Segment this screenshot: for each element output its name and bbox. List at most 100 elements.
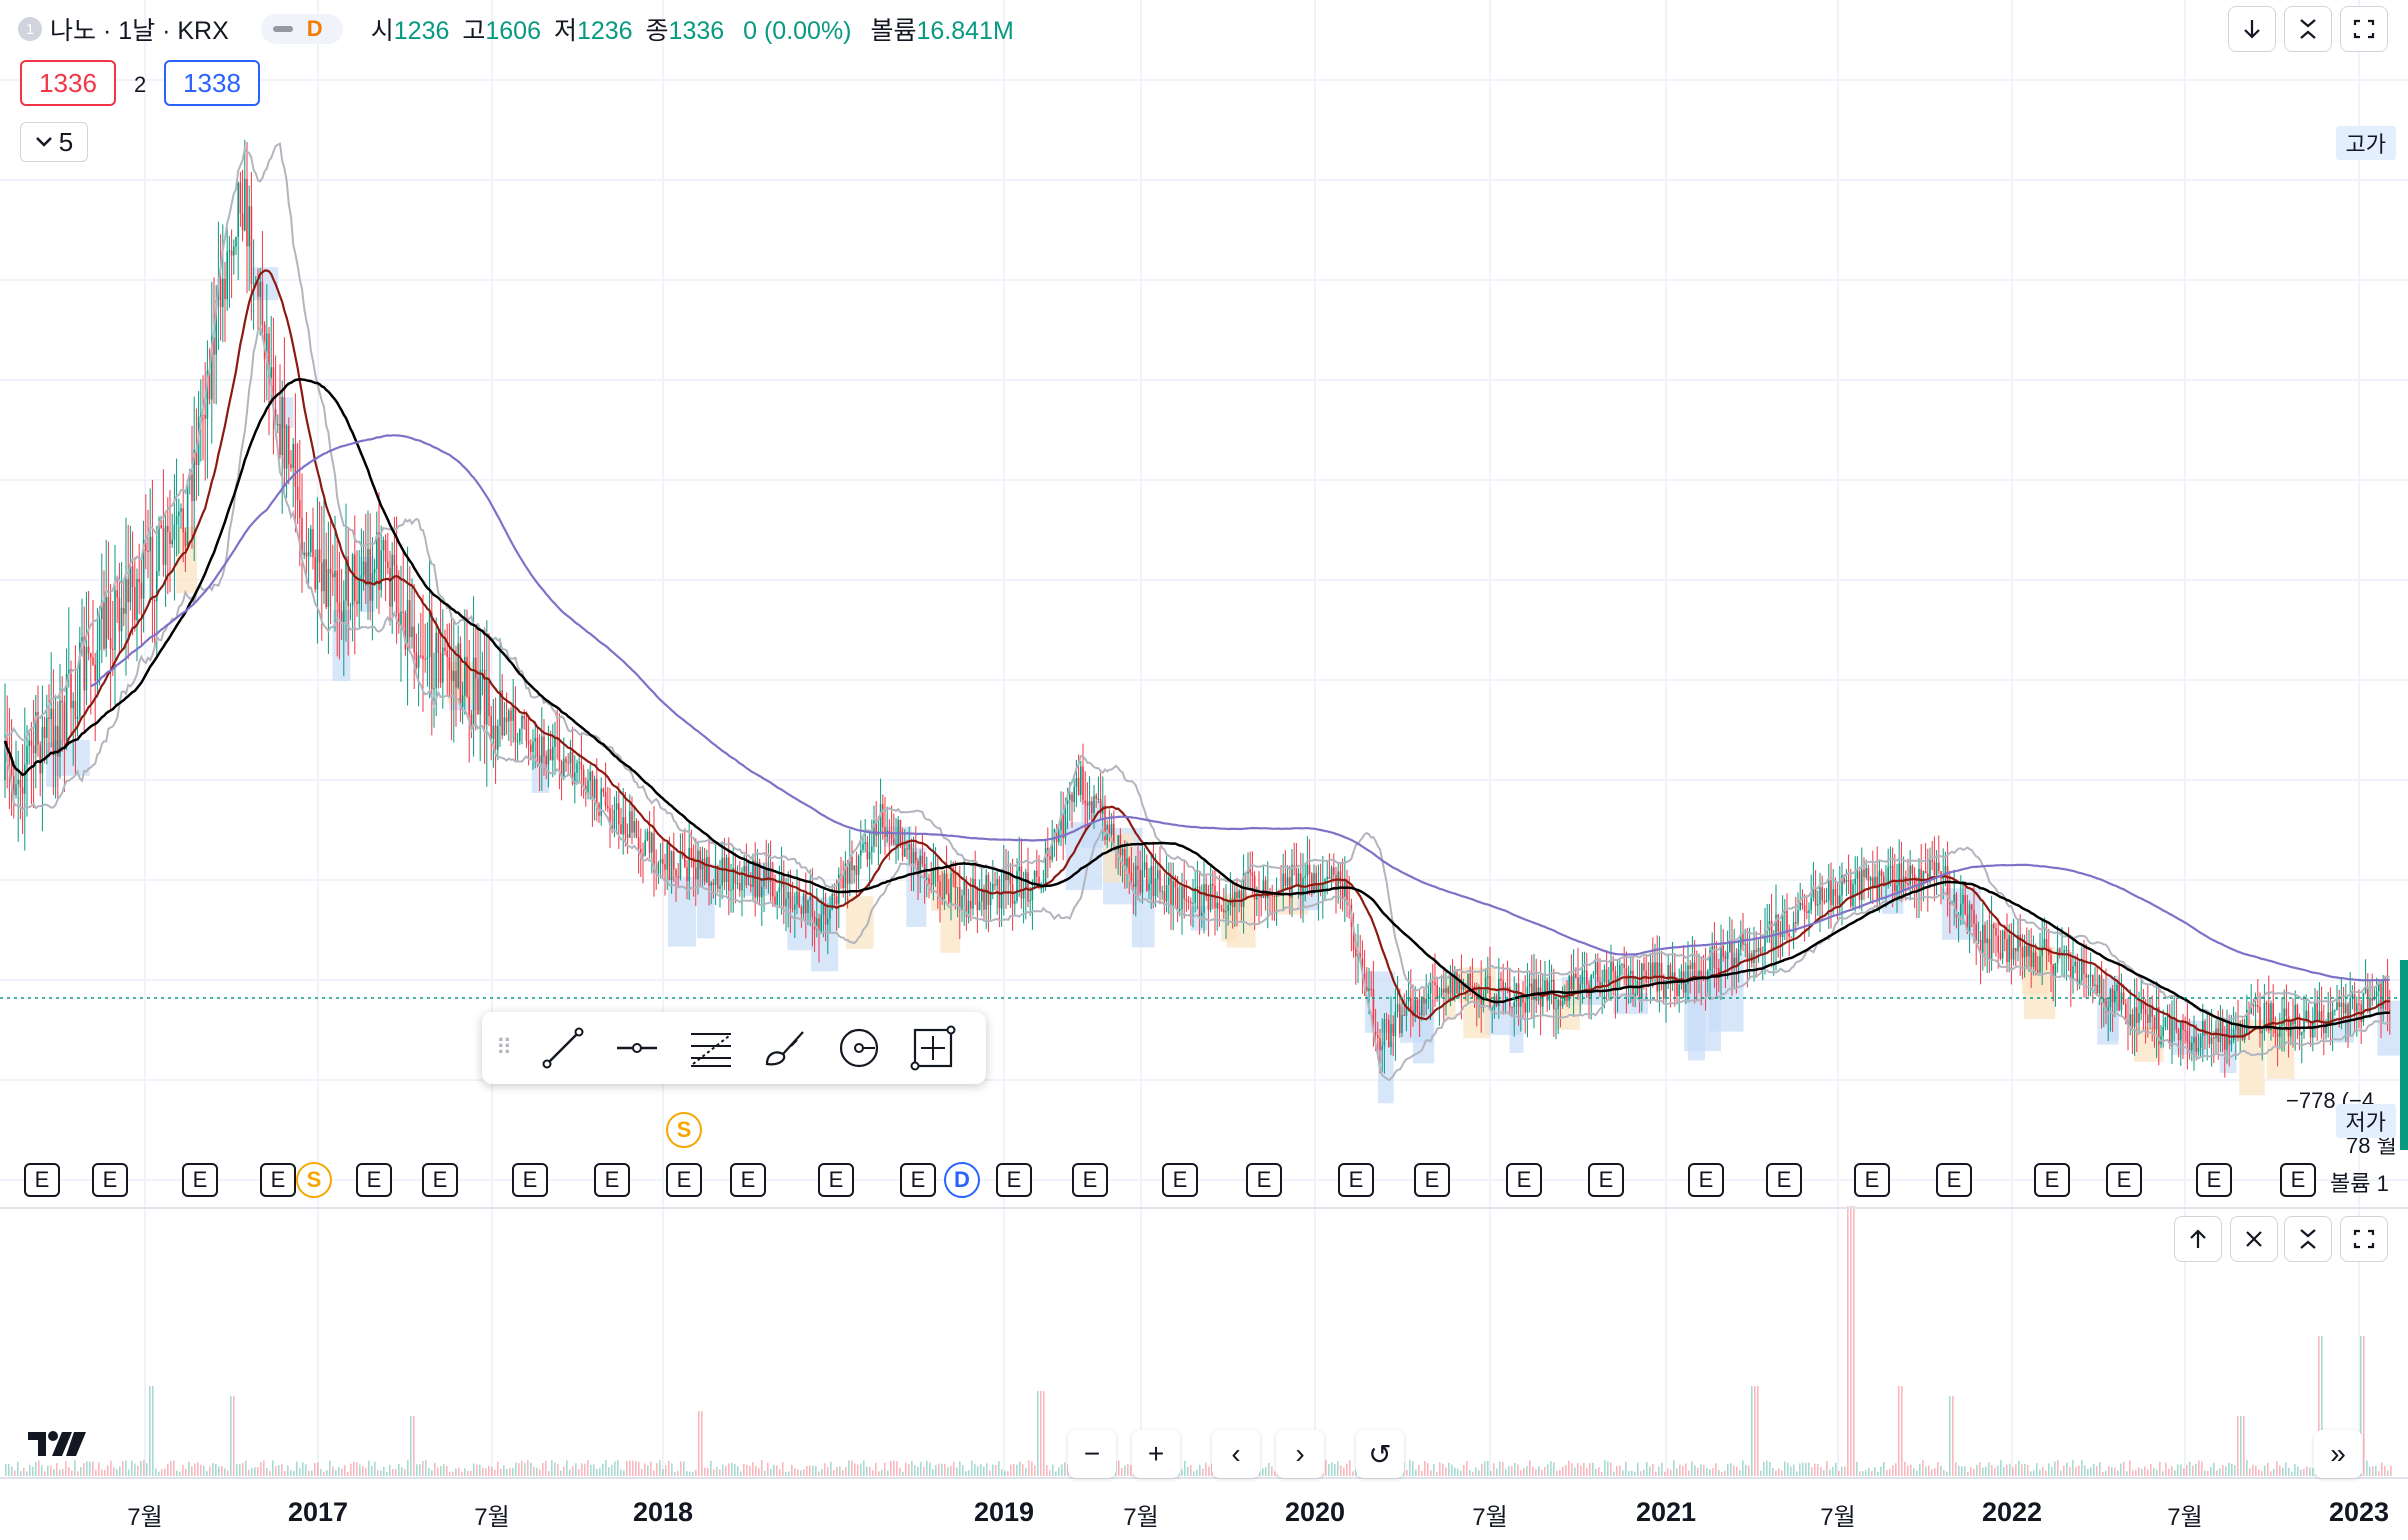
candle-body [213,336,215,355]
candle-body [2378,982,2380,992]
fib-retracement-tool[interactable] [686,1023,736,1073]
trend-line-tool[interactable] [538,1023,588,1073]
split-event-marker[interactable]: S [296,1162,332,1198]
candle-body [483,669,486,725]
earnings-event-marker[interactable]: E [1936,1163,1972,1197]
change-value: 0 (0.00%) [743,17,852,45]
earnings-event-marker[interactable]: E [1766,1163,1802,1197]
candle-body [563,758,565,778]
earnings-event-marker[interactable]: E [594,1163,630,1197]
candle-body [123,607,125,614]
volume-bar [1763,1461,1765,1476]
symbol-title[interactable]: 나노 · 1날 · KRX [50,17,229,45]
reset-chart-button[interactable]: ↺ [1356,1430,1404,1478]
drag-handle-icon[interactable]: ⠿ [495,1035,513,1060]
brush-tool[interactable] [760,1023,810,1073]
volume-bar [152,1386,154,1476]
earnings-event-marker[interactable]: E [1072,1163,1108,1197]
volume-bar [383,1466,385,1476]
close-pane-button[interactable] [2230,1216,2278,1262]
earnings-event-marker[interactable]: E [996,1163,1032,1197]
earnings-event-marker[interactable]: E [1414,1163,1450,1197]
move-pane-up-button[interactable] [2174,1216,2222,1262]
earnings-event-marker[interactable]: E [666,1163,702,1197]
volume-bar [182,1464,184,1476]
sell-button[interactable]: 1336 [20,60,116,106]
flag-toggle[interactable]: D [260,14,343,44]
candle-body [1597,962,1599,982]
earnings-event-marker[interactable]: E [512,1163,548,1197]
earnings-event-marker[interactable]: E [1854,1163,1890,1197]
indicators-toggle[interactable]: 5 [20,122,88,162]
volume-bar [2294,1463,2296,1476]
scroll-right-button[interactable]: › [1276,1430,1324,1478]
earnings-event-marker[interactable]: E [182,1163,218,1197]
drawing-toolbar[interactable]: ⠿ [482,1012,986,1084]
candle-body [752,860,754,887]
earnings-event-marker[interactable]: E [730,1163,766,1197]
earnings-event-marker[interactable]: E [818,1163,854,1197]
candle-body [129,566,132,603]
candle-body [2039,956,2041,973]
zoom-in-button[interactable]: + [1132,1430,1180,1478]
earnings-event-marker[interactable]: E [1162,1163,1198,1197]
earnings-event-marker[interactable]: E [1246,1163,1282,1197]
earnings-event-marker[interactable]: E [2106,1163,2142,1197]
candle-body [1016,871,1018,902]
volume-bar [2162,1471,2164,1476]
split-event-marker[interactable]: S [666,1112,702,1148]
volume-bar [218,1466,220,1476]
go-to-latest-button[interactable]: » [2314,1430,2362,1478]
candle-body [477,678,479,715]
volume-bar [1001,1469,1003,1476]
horizontal-ray-tool[interactable] [612,1023,662,1073]
volume-bar [872,1470,874,1476]
volume-bar [1490,1470,1492,1476]
earnings-event-marker[interactable]: E [900,1163,936,1197]
earnings-event-marker[interactable]: E [1506,1163,1542,1197]
earnings-event-marker[interactable]: E [1688,1163,1724,1197]
buy-button[interactable]: 1338 [164,60,260,106]
collapse-volume-pane-button[interactable] [2284,1216,2332,1262]
candle-body [26,746,28,765]
earnings-event-marker[interactable]: E [24,1163,60,1197]
circle-target-tool[interactable] [834,1023,884,1073]
volume-bar [2231,1463,2233,1476]
maximize-volume-pane-button[interactable] [2340,1216,2388,1262]
volume-bar [1862,1471,1864,1476]
candle-body [1698,970,1700,980]
earnings-event-marker[interactable]: E [2280,1163,2316,1197]
candle-body [2204,1021,2206,1035]
volume-bar [71,1470,73,1476]
candle-body [369,548,371,601]
candle-body [131,566,134,588]
candle-body [2001,930,2004,959]
earnings-event-marker[interactable]: E [2196,1163,2232,1197]
volume-bar [947,1467,949,1476]
volume-bar [1928,1465,1930,1476]
earnings-event-marker[interactable]: E [356,1163,392,1197]
earnings-event-marker[interactable]: E [422,1163,458,1197]
candle-body [204,414,206,419]
candle-body [167,525,169,533]
earnings-event-marker[interactable]: E [92,1163,128,1197]
volume-bar [1430,1470,1432,1476]
collapse-pane-button[interactable] [2284,6,2332,52]
move-pane-down-button[interactable] [2228,6,2276,52]
earnings-event-marker[interactable]: E [260,1163,296,1197]
tradingview-logo[interactable] [26,1426,90,1467]
candle-body [1476,993,1478,1000]
earnings-event-marker[interactable]: E [1588,1163,1624,1197]
earnings-event-marker[interactable]: E [1338,1163,1374,1197]
volume-bar [1259,1471,1261,1476]
measure-tool[interactable] [908,1023,958,1073]
earnings-event-marker[interactable]: E [2034,1163,2070,1197]
volume-bar [1832,1466,1834,1476]
maximize-pane-button[interactable] [2340,6,2388,52]
scroll-left-button[interactable]: ‹ [1212,1430,1260,1478]
candle-body [690,848,693,857]
zoom-out-button[interactable]: − [1068,1430,1116,1478]
volume-bar [857,1464,859,1476]
dividend-event-marker[interactable]: D [944,1162,980,1198]
